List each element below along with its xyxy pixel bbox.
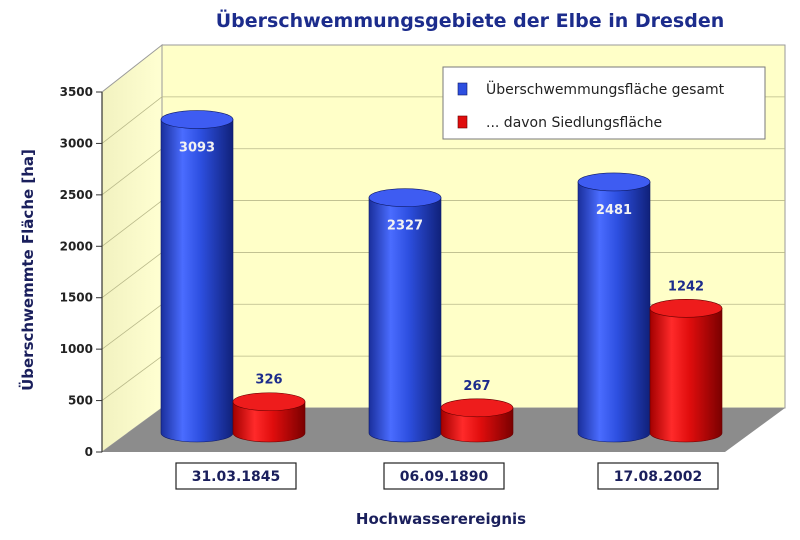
- data-label: 2327: [387, 219, 423, 234]
- bar-gesamt-17.08.2002: 2481: [577, 172, 651, 443]
- y-tick-label: 3000: [60, 136, 93, 150]
- gridline-side: [101, 148, 163, 196]
- bar-body: [232, 401, 306, 443]
- gridline-side: [101, 303, 163, 350]
- legend-swatch: [457, 115, 468, 129]
- bar-body: [368, 197, 442, 443]
- bar-top: [440, 398, 514, 418]
- gridline-side: [101, 252, 163, 299]
- y-tick-label: 2500: [60, 188, 93, 202]
- bar-top: [577, 172, 651, 192]
- bar-top: [160, 110, 234, 129]
- side-wall: [101, 43, 163, 453]
- category-label-06.09.1890: 06.09.1890: [383, 462, 505, 490]
- y-tick-label: 500: [68, 394, 93, 408]
- y-tick-label: 2000: [60, 239, 93, 253]
- x-axis-label: Hochwasserereignis: [356, 510, 526, 528]
- y-axis-label: Überschwemmte Fläche [ha]: [18, 149, 37, 391]
- legend-box: [442, 66, 766, 140]
- bar-top: [232, 392, 306, 412]
- category-box: [175, 462, 297, 490]
- chart-title: Überschwemmungsgebiete der Elbe in Dresd…: [216, 8, 725, 32]
- bar-top: [368, 188, 442, 207]
- data-label: 326: [255, 373, 282, 388]
- y-tick-label: 1500: [60, 291, 93, 305]
- legend-swatch: [457, 82, 468, 96]
- category-text: 31.03.1845: [192, 469, 281, 485]
- bars: 3093 326 2327 267 2481 1242: [160, 110, 723, 443]
- bar-siedlung-17.08.2002: 1242: [649, 279, 723, 443]
- bar-siedlung-06.09.1890: 267: [440, 379, 514, 443]
- legend-text: ... davon Siedlungsfläche: [486, 115, 662, 131]
- category-label-31.03.1845: 31.03.1845: [175, 462, 297, 490]
- y-ticks: 0 500 1000 1500 2000 2500 3000 3500: [60, 85, 102, 459]
- data-label: 3093: [179, 141, 215, 156]
- y-tick-label: 3500: [60, 85, 93, 99]
- y-tick-label: 0: [85, 445, 93, 459]
- category-label-17.08.2002: 17.08.2002: [597, 462, 719, 490]
- bar-body: [440, 407, 514, 443]
- legend: Überschwemmungsfläche gesamt ... davon Si…: [442, 66, 766, 140]
- bar-body: [649, 308, 723, 443]
- legend-text: Überschwemmungsfläche gesamt: [486, 80, 725, 98]
- data-label: 2481: [596, 203, 632, 218]
- legend-item-siedlung: ... davon Siedlungsfläche: [457, 115, 662, 131]
- category-box: [383, 462, 505, 490]
- category-box: [597, 462, 719, 490]
- bar-siedlung-31.03.1845: 326: [232, 373, 306, 443]
- category-text: 06.09.1890: [400, 469, 489, 485]
- data-label: 267: [463, 379, 490, 394]
- y-tick-label: 1000: [60, 342, 93, 356]
- categories: 31.03.1845 06.09.1890 17.08.2002: [175, 462, 719, 490]
- data-label: 1242: [668, 279, 704, 294]
- legend-item-gesamt: Überschwemmungsfläche gesamt: [457, 80, 725, 98]
- bar-body: [160, 119, 234, 443]
- gridline-side: [101, 200, 163, 247]
- bar-body: [577, 181, 651, 443]
- bar-gesamt-31.03.1845: 3093: [160, 110, 234, 443]
- bar-gesamt-06.09.1890: 2327: [368, 188, 442, 443]
- gridline-side: [101, 96, 163, 144]
- gridline-side: [101, 355, 163, 401]
- category-text: 17.08.2002: [614, 469, 703, 485]
- bar-top: [649, 299, 723, 318]
